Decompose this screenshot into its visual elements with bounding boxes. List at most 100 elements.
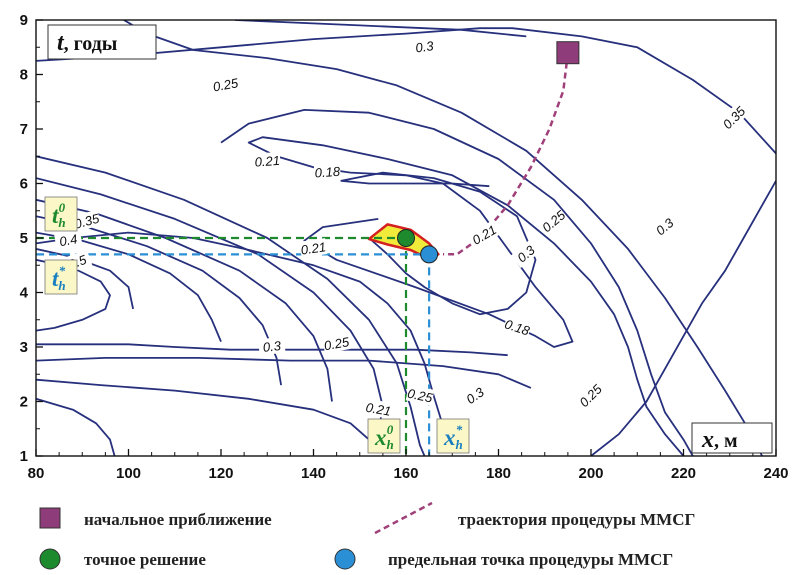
y-axis-ticks: 1 2 3 4 5 6 7 8 9 <box>20 12 43 465</box>
x-tick-label: 180 <box>486 465 511 482</box>
t-hstar-marker-box <box>44 259 78 295</box>
y-axis-var: t <box>57 30 65 56</box>
contour-label: 0.21 <box>253 151 281 170</box>
y-tick-label: 9 <box>20 12 28 29</box>
legend-exact-marker <box>39 548 61 570</box>
x-hstar-marker: xh* <box>436 418 470 454</box>
t-h0-marker-text: th0 <box>52 200 66 230</box>
contour-line <box>123 20 763 456</box>
x-h0-marker-text: xh0 <box>374 422 394 452</box>
contour-label-text: 0.4 <box>58 231 78 249</box>
contour-label-bg <box>72 209 102 232</box>
contour-label-text: 0.3 <box>262 338 282 355</box>
contour-line <box>36 198 333 402</box>
contour-line <box>36 357 532 389</box>
contour-line <box>36 248 134 310</box>
y-tick-label: 3 <box>20 339 28 356</box>
t-hstar-marker-text: th* <box>52 263 66 293</box>
contour-label: 0.18 <box>313 162 341 181</box>
x-marker-boxes: xh0 xh* <box>367 418 470 454</box>
trajectory-path <box>443 52 570 256</box>
t-h0-marker: th0 <box>44 196 78 232</box>
contour-label-bg <box>405 384 435 406</box>
contour-line <box>220 109 694 456</box>
contour-label: 0.25 <box>322 333 351 354</box>
contour-label-bg <box>502 315 533 339</box>
contour-label-text: 0.21 <box>365 400 393 419</box>
contour-label-bg <box>364 398 393 419</box>
x-axis-var: x <box>701 427 714 453</box>
x-tick-label: 120 <box>208 465 233 482</box>
contour-line <box>590 180 776 456</box>
y-tick-label: 7 <box>20 121 28 138</box>
x-tick-label: 140 <box>301 465 326 482</box>
contour-line <box>36 378 370 441</box>
contour-label-bg <box>538 206 569 236</box>
y-tick-label: 4 <box>20 285 29 302</box>
y-tick-label: 8 <box>20 67 28 84</box>
y-axis-unit: , годы <box>64 33 118 55</box>
contour-label: 0.21 <box>364 398 393 419</box>
legend: начальное приближение траектория процеду… <box>39 501 695 570</box>
x-tick-label: 240 <box>763 465 788 482</box>
x-axis-title: x, м <box>691 422 773 454</box>
t-h0-marker-box <box>44 196 78 232</box>
contour-label-bg <box>718 102 749 133</box>
x-h0-marker-box <box>367 418 401 454</box>
contour-label-text: 0.18 <box>314 164 341 181</box>
contour-label: 0.4 <box>54 229 83 250</box>
x-axis-unit: , м <box>714 430 738 452</box>
contour-label-bg <box>211 74 240 95</box>
exact-solution-point <box>397 229 415 247</box>
contour-label-bg <box>459 381 491 410</box>
limit-point <box>420 245 439 264</box>
contour-label-text: 0.25 <box>212 75 240 94</box>
legend-limit-label: предельная точка процедуры ММСГ <box>388 550 673 569</box>
trajectory-line <box>443 52 570 256</box>
contour-label-bg <box>468 221 500 248</box>
contour-label-text: 0.25 <box>323 334 351 353</box>
contour-line <box>234 20 527 38</box>
contour-label-text: 0.25 <box>406 386 435 406</box>
t-marker-boxes: th0 th* <box>44 196 78 295</box>
x-tick-label: 100 <box>116 465 141 482</box>
x-hstar-marker-text: xh* <box>443 422 463 452</box>
contour-label-bg <box>299 238 328 258</box>
contour-label-bg <box>410 36 439 57</box>
contour-line <box>36 27 776 155</box>
contour-label: 0.3 <box>258 336 286 356</box>
initial-point <box>556 41 580 65</box>
contour-line <box>36 231 454 451</box>
x-tick-label: 80 <box>28 465 45 482</box>
contour-label-text: 0.3 <box>414 38 435 55</box>
x-axis-ticks: 80 100 120 140 160 180 200 220 240 <box>28 449 789 482</box>
y-tick-label: 5 <box>20 230 28 247</box>
contour-label-text: 0.21 <box>254 153 280 170</box>
t-hstar-marker: th* <box>44 259 78 295</box>
contour-label: 0.35 <box>72 209 102 232</box>
contour-line <box>36 397 116 456</box>
contour-label-bg <box>258 336 286 356</box>
contour-line <box>36 155 426 456</box>
contour-label-bg <box>313 162 341 181</box>
contour-line <box>36 258 111 332</box>
x-tick-label: 220 <box>671 465 696 482</box>
svg-text:x, м: x, м <box>701 427 738 453</box>
legend-trajectory-marker <box>374 501 433 535</box>
contour-label: 0.25 <box>211 74 240 95</box>
legend-limit-marker <box>334 548 356 570</box>
legend-trajectory-label: траектория процедуры ММСГ <box>458 510 695 529</box>
guide-lines <box>36 236 431 456</box>
y-tick-label: 6 <box>20 176 28 193</box>
x-tick-label: 200 <box>578 465 603 482</box>
contour-label-bg <box>510 239 541 269</box>
x-h0-marker: xh0 <box>367 418 401 454</box>
point-markers <box>397 41 580 264</box>
contour-label: 0.3 <box>410 36 439 57</box>
contour-line <box>340 171 537 316</box>
contour-label-text: 0.35 <box>73 211 102 232</box>
y-axis-title: t, годы <box>47 24 157 60</box>
contour-label-bg <box>575 380 606 411</box>
contour-label: 0.21 <box>299 238 328 258</box>
